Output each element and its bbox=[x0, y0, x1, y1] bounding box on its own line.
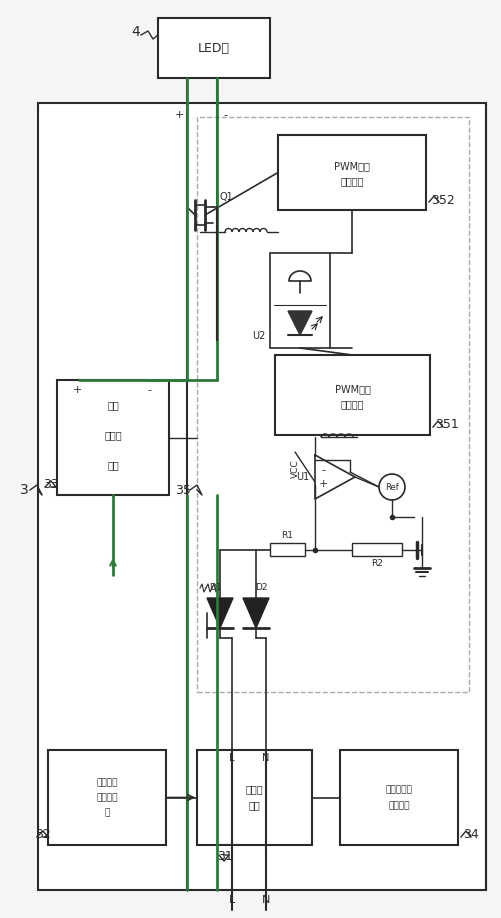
Text: 电路: 电路 bbox=[248, 800, 260, 811]
Text: 抗干扰: 抗干扰 bbox=[245, 785, 263, 794]
Text: N: N bbox=[262, 753, 269, 763]
Text: Q1: Q1 bbox=[219, 192, 233, 202]
Text: 351: 351 bbox=[434, 419, 458, 431]
Text: R1: R1 bbox=[281, 532, 293, 541]
Bar bbox=[38, 103, 485, 890]
Bar bbox=[278, 135, 425, 210]
Text: U2: U2 bbox=[252, 331, 266, 341]
Bar bbox=[196, 117, 468, 692]
Text: 转换电路: 转换电路 bbox=[340, 176, 363, 186]
Text: VCC: VCC bbox=[290, 460, 299, 478]
Text: L: L bbox=[229, 753, 234, 763]
Text: 31: 31 bbox=[217, 850, 232, 864]
Bar bbox=[196, 750, 312, 845]
Polygon shape bbox=[288, 311, 312, 335]
Text: PWM信号: PWM信号 bbox=[333, 162, 369, 172]
Bar bbox=[48, 750, 166, 845]
Text: L: L bbox=[228, 895, 234, 905]
Text: U1: U1 bbox=[296, 472, 309, 482]
Bar bbox=[339, 750, 457, 845]
Text: 352: 352 bbox=[430, 194, 454, 207]
Text: Ref: Ref bbox=[384, 483, 398, 491]
Text: 3: 3 bbox=[20, 483, 29, 497]
Text: -: - bbox=[147, 385, 151, 395]
Polygon shape bbox=[242, 598, 269, 628]
Text: 电流电路: 电流电路 bbox=[387, 801, 409, 810]
Text: PWM信号: PWM信号 bbox=[334, 384, 370, 394]
Text: 35: 35 bbox=[175, 484, 190, 497]
Text: +: + bbox=[318, 479, 327, 489]
Text: 相位检测: 相位检测 bbox=[96, 778, 118, 787]
Text: -: - bbox=[320, 465, 324, 475]
Bar bbox=[57, 380, 169, 495]
Text: 图: 图 bbox=[104, 808, 110, 817]
Text: 校正电路: 校正电路 bbox=[96, 793, 118, 802]
Text: 4: 4 bbox=[131, 25, 140, 39]
Text: 33: 33 bbox=[43, 478, 59, 491]
Text: D1: D1 bbox=[208, 584, 221, 592]
Text: R2: R2 bbox=[370, 559, 382, 568]
Bar bbox=[158, 18, 270, 78]
Bar bbox=[270, 543, 305, 556]
Text: 34: 34 bbox=[462, 829, 478, 842]
Text: 移相器: 移相器 bbox=[104, 430, 122, 440]
Text: 锁相: 锁相 bbox=[107, 400, 119, 410]
Bar bbox=[275, 355, 429, 435]
Text: 控制: 控制 bbox=[107, 460, 119, 470]
Text: N: N bbox=[262, 895, 270, 905]
Text: +: + bbox=[174, 110, 183, 120]
Bar bbox=[270, 253, 329, 348]
Text: D2: D2 bbox=[254, 584, 267, 592]
Polygon shape bbox=[206, 598, 232, 628]
Text: 滤波器储能: 滤波器储能 bbox=[385, 785, 412, 794]
Text: +: + bbox=[72, 385, 82, 395]
Text: 转换电路: 转换电路 bbox=[340, 399, 364, 409]
Bar bbox=[351, 543, 401, 556]
Text: -: - bbox=[222, 110, 226, 120]
Text: LED灯: LED灯 bbox=[197, 41, 229, 54]
Text: 32: 32 bbox=[35, 829, 51, 842]
